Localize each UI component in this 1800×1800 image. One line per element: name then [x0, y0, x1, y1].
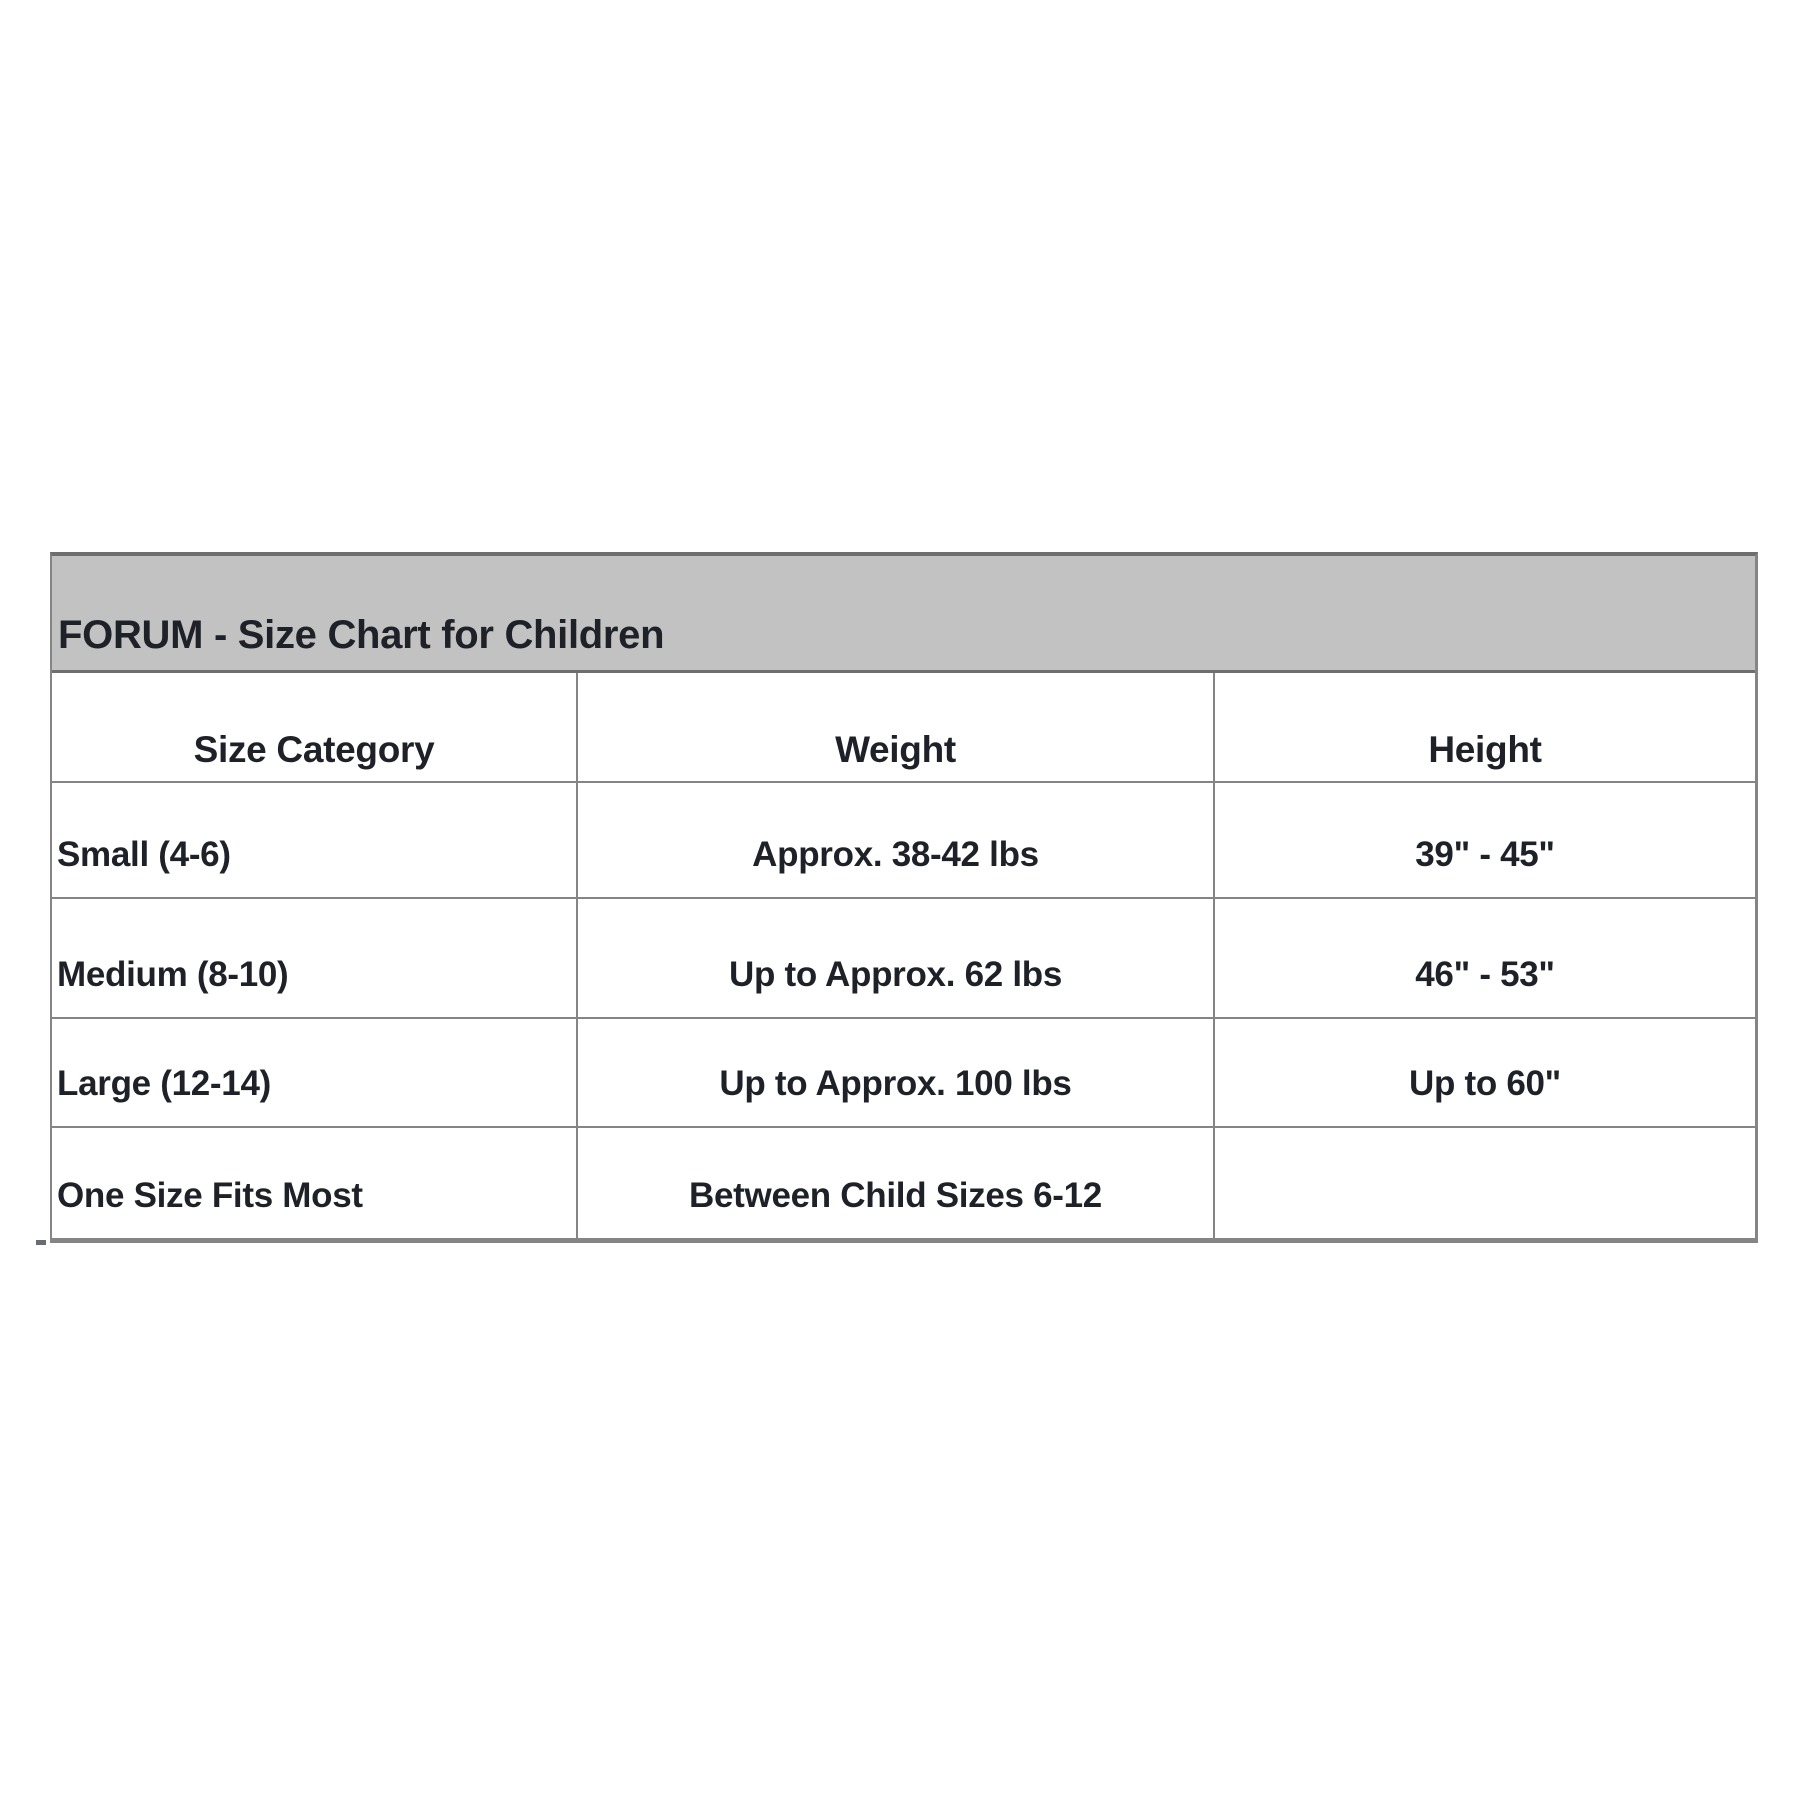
row-large-weight-cell: Up to Approx. 100 lbs — [578, 1019, 1215, 1128]
row-small-size-cell: Small (4-6) — [52, 783, 578, 899]
row-large-height-cell: Up to 60" — [1215, 1019, 1755, 1128]
column-header-height: Height — [1215, 673, 1755, 783]
row-small-weight-cell: Approx. 38-42 lbs — [578, 783, 1215, 899]
size-chart-title: FORUM - Size Chart for Children — [52, 556, 1755, 673]
row-medium-weight-cell: Up to Approx. 62 lbs — [578, 899, 1215, 1019]
row-medium-height-cell: 46" - 53" — [1215, 899, 1755, 1019]
row-small-height-cell: 39" - 45" — [1215, 783, 1755, 899]
row-medium-size-cell: Medium (8-10) — [52, 899, 578, 1019]
row-onesize-weight-cell: Between Child Sizes 6-12 — [578, 1128, 1215, 1238]
column-header-weight: Weight — [578, 673, 1215, 783]
jpeg-artifact-speck — [36, 1240, 46, 1245]
size-chart-table: FORUM - Size Chart for Children Size Cat… — [50, 552, 1758, 1243]
row-onesize-height-cell — [1215, 1128, 1755, 1238]
column-header-size-category: Size Category — [52, 673, 578, 783]
row-large-size-cell: Large (12-14) — [52, 1019, 578, 1128]
row-onesize-size-cell: One Size Fits Most — [52, 1128, 578, 1238]
